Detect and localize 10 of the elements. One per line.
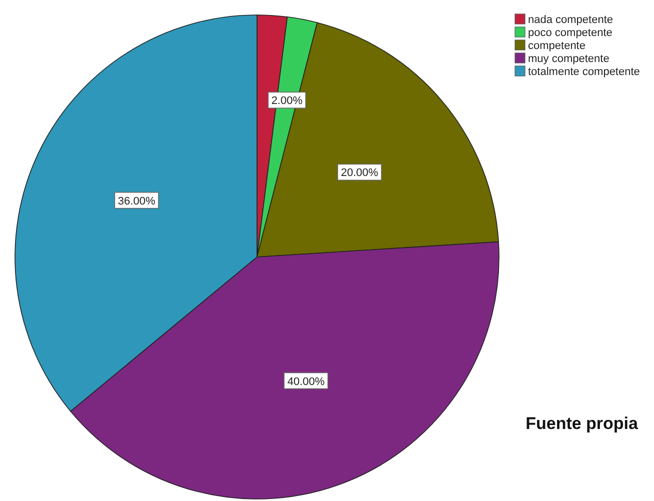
data-label: 36.00% xyxy=(118,195,156,208)
legend-label: totalmente competente xyxy=(528,66,640,78)
legend-label: poco competente xyxy=(528,27,612,39)
legend-label: competente xyxy=(528,40,586,52)
legend-label: nada competente xyxy=(528,14,614,26)
data-label: 2.00% xyxy=(271,95,303,108)
data-label: 20.00% xyxy=(340,167,378,180)
source-note: Fuente propia xyxy=(526,414,639,433)
legend-label: muy competente xyxy=(528,53,610,65)
data-label: 40.00% xyxy=(287,376,325,388)
